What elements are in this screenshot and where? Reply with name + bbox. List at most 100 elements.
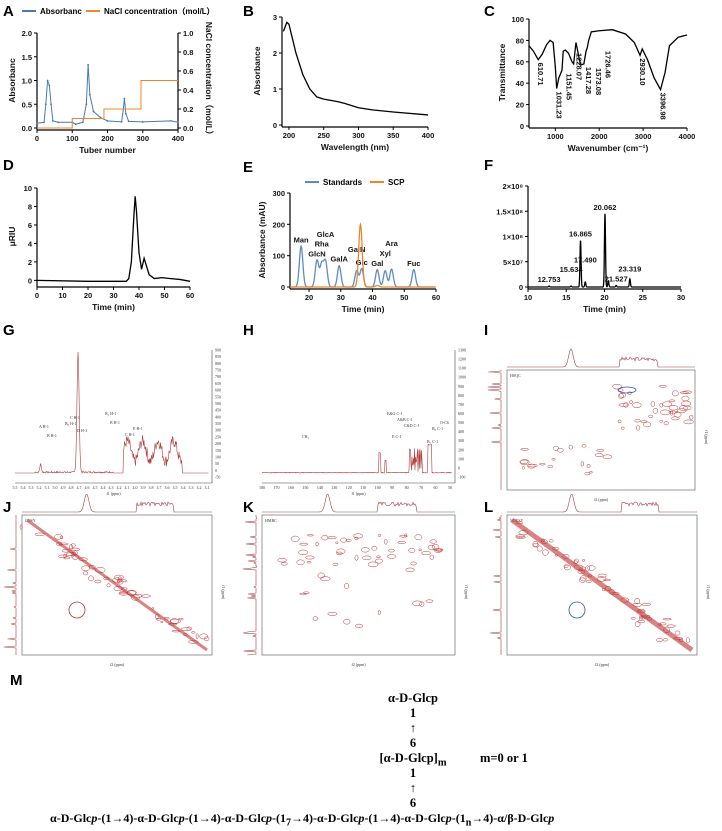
legend-label: NaCl concentration（mol/L） [104,6,215,16]
cross-peak [121,587,128,591]
chain-part: p [178,811,185,825]
panel-label-c: C [484,3,495,20]
nmr-spectrum-h: 180 170 160 150 140 130 120 110 100 90 80 70 60 50 130… [259,348,466,497]
x-tick-label: 4.2 [117,485,122,490]
branch-repeat-residue: [α-D-Glcp]m [353,752,473,769]
top-projection [262,493,455,513]
x-tick-label: 0 [35,291,39,300]
cross-peak [662,638,668,642]
x-tick-label: 5.4 [21,485,26,490]
y-tick-label: 800 [215,361,221,366]
y-tick-label: 100 [272,252,285,261]
nmr-spectrum-g: 5.5 5.4 5.3 5.2 5.1 5.0 4.9 4.8 4.7 4.6 4.5 4.4 4.3 4… [13,348,222,497]
cross-peak [612,383,622,390]
data-point [106,119,109,122]
cross-peak [327,611,338,616]
cross-peak [632,402,642,408]
cross-peak [568,444,573,450]
y-axis-label: f1 (ppm) [706,585,711,600]
cross-peak [83,571,89,576]
y-axis-label: f1 (ppm) [221,585,226,600]
cross-peak [666,624,676,628]
x-tick-label: 3.7 [157,485,162,490]
y-tick-label: 900 [458,384,464,389]
chain-part: -(1→4)-α-D-Glc [364,811,446,825]
nmr-2d-l: NOESYf2 (ppm)f1 (ppm) [490,493,711,667]
panel-label-b: B [243,3,254,20]
y-tick-label: 300 [272,189,285,198]
cross-peak [594,453,604,457]
data-point [92,110,95,113]
y-tick-label: 650 [215,381,221,386]
y-axis-label: f1 (ppm) [704,430,709,445]
y-axis-label: Absorbance (mAU) [257,201,267,278]
y2-tick-label: 0.6 [183,67,193,76]
cross-peak [119,591,128,595]
y-tick-label: 8 [28,202,32,211]
peak-label: GalN [348,245,366,254]
data-point [88,93,91,96]
cross-peak [608,589,615,595]
peak-label: GlcN [308,249,326,258]
y-tick-label: 300 [458,438,464,443]
y-tick-label: 1200 [458,357,466,362]
panel-label-i: I [484,322,488,339]
cross-peak [522,466,525,470]
x-tick-label: 20 [600,293,608,302]
x-tick-label: 60 [186,291,194,300]
cross-peak [658,385,667,388]
plot-frame [506,514,698,656]
y-axis-label: Absorbance [252,46,262,95]
cross-peak [140,594,151,598]
x-tick-label: 70 [419,485,423,490]
cross-peak [663,421,669,426]
y-tick-label: 250 [215,434,221,439]
cross-peak [584,472,591,476]
cross-peak [118,592,129,596]
data-point [87,63,90,66]
cross-peak [377,609,381,616]
cross-peak [618,403,629,407]
figure-panels: A B CD E FG H IJ K L0 100 200 300 4000.00.51.01.52.0… [3,3,711,667]
cross-peak [540,538,545,543]
cross-peak [682,390,693,394]
y2-tick-label: 0.0 [183,124,193,133]
cross-peak [587,565,596,571]
cross-peak [604,586,612,592]
data-point [85,103,88,106]
y-tick-label: 0.5 [22,100,32,109]
cross-peak [659,420,664,423]
x-axis-label: f2 (ppm) [351,662,366,667]
data-point [48,84,51,87]
cross-peak [103,576,110,580]
legend-label: SCP [388,178,405,187]
x-tick-label: 300 [136,134,149,143]
cross-peak [362,555,372,561]
link-position-6b: 6 [409,796,417,810]
cross-peak [663,626,670,633]
cross-peak [155,613,160,620]
cross-peak [578,577,587,583]
cross-peak [170,618,181,624]
panel-label-d: D [3,157,14,174]
chain-part: n [465,817,472,829]
x-axis-label: f2 (ppm) [595,662,610,667]
cross-peak [629,400,633,404]
x-tick-label: 400 [422,131,435,140]
cross-peak [113,586,123,591]
nmr-2d-i: HSQC f2 (ppm) f1 (ppm) [487,348,709,502]
data-point [43,121,45,124]
peak-label: B₀ C-1 [432,426,443,431]
peak-label: GlcA [317,230,335,239]
x-tick-label: 4.8 [69,485,74,490]
chain-part: →4)-α-D-Glc [291,811,359,825]
cross-peak [56,542,63,547]
chart-e: 20 30 40 50 60 0 100 200 300 Time (min) Absorbance… [257,178,440,314]
y-tick-label: 2.0 [22,29,32,38]
peak-label: 20.062 [593,203,616,212]
cross-peak [539,463,546,466]
x-tick-label: 110 [360,485,366,490]
peak-label: Man [294,235,309,244]
x-tick-label: 5.3 [29,485,34,490]
